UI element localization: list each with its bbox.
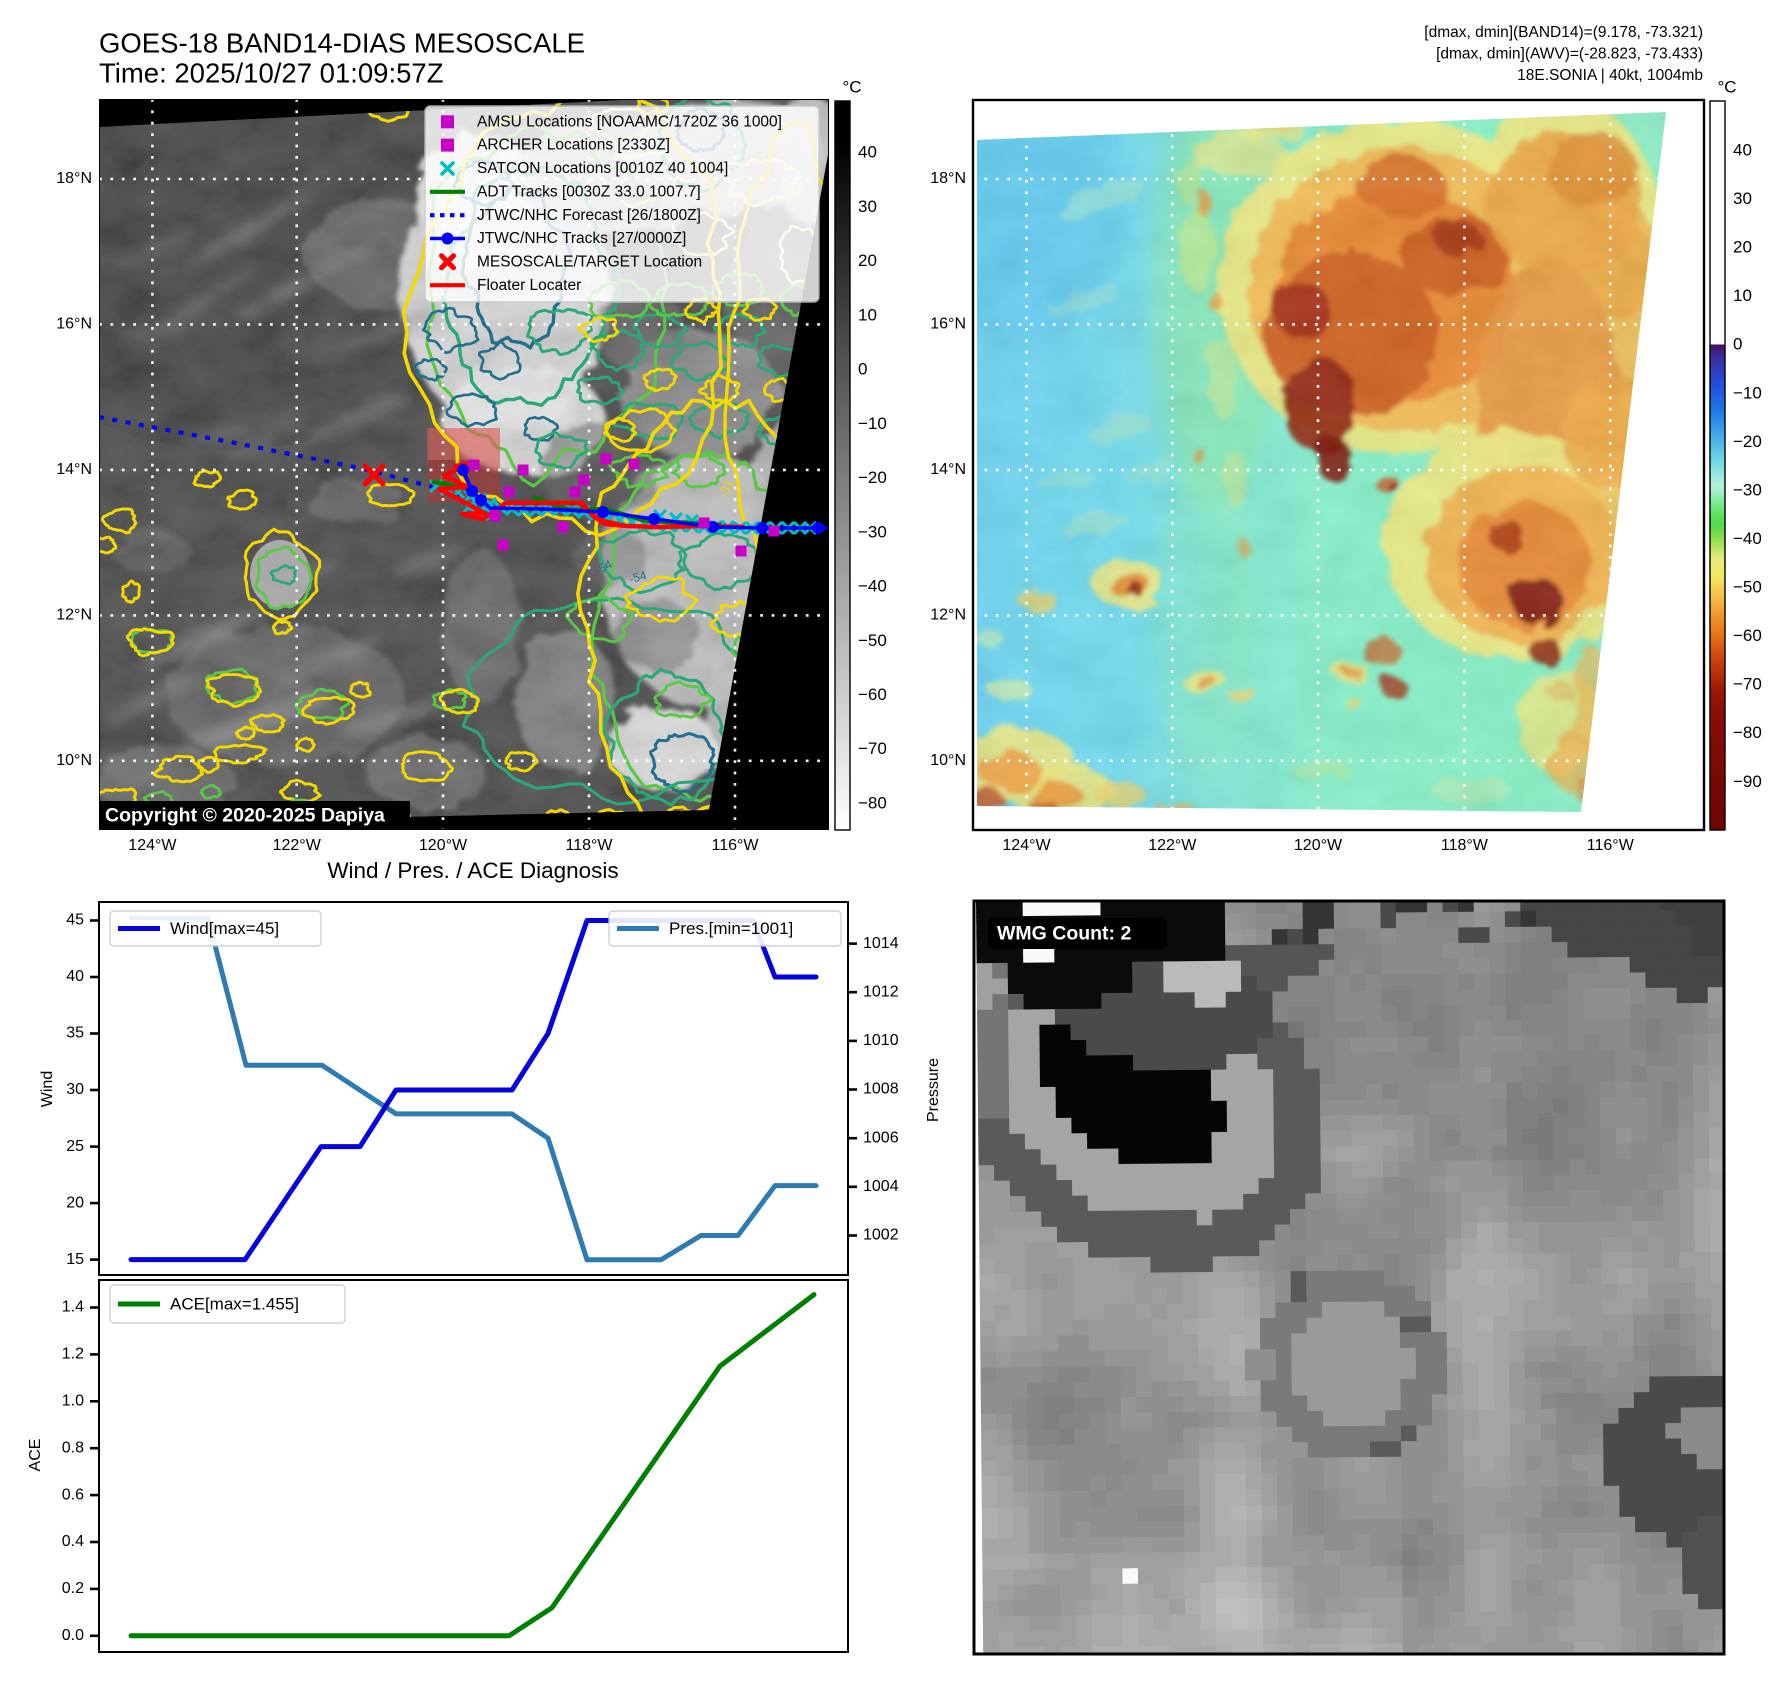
- svg-text:1004: 1004: [863, 1178, 899, 1195]
- svg-text:Pressure: Pressure: [925, 1058, 942, 1122]
- svg-text:−80: −80: [1733, 723, 1762, 742]
- svg-text:1006: 1006: [863, 1129, 899, 1146]
- svg-text:14°N: 14°N: [930, 461, 966, 478]
- svg-text:-31: -31: [715, 477, 737, 500]
- svg-text:Wind: Wind: [39, 1071, 56, 1107]
- svg-text:25: 25: [66, 1138, 84, 1155]
- svg-text:15: 15: [66, 1251, 84, 1268]
- svg-text:40: 40: [66, 968, 84, 985]
- svg-text:116°W: 116°W: [711, 837, 759, 854]
- svg-text:−60: −60: [858, 685, 887, 704]
- svg-text:−20: −20: [858, 468, 887, 487]
- svg-text:0.2: 0.2: [62, 1580, 84, 1597]
- svg-text:Pres.[min=1001]: Pres.[min=1001]: [669, 919, 793, 938]
- svg-text:124°W: 124°W: [1002, 837, 1051, 854]
- svg-text:16°N: 16°N: [56, 316, 92, 333]
- svg-text:Copyright © 2020-2025 Dapiya: Copyright © 2020-2025 Dapiya: [105, 805, 385, 827]
- svg-text:0: 0: [858, 360, 867, 379]
- svg-text:18°N: 18°N: [56, 170, 92, 187]
- svg-text:GOES-18 BAND14-DIAS MESOSCALE: GOES-18 BAND14-DIAS MESOSCALE: [99, 27, 585, 58]
- svg-text:°C: °C: [1717, 77, 1736, 96]
- svg-text:0.8: 0.8: [62, 1439, 84, 1456]
- svg-text:20: 20: [66, 1194, 84, 1211]
- svg-text:−10: −10: [1733, 383, 1762, 402]
- svg-text:0.4: 0.4: [62, 1533, 84, 1550]
- svg-text:35: 35: [66, 1025, 84, 1042]
- svg-text:124°W: 124°W: [128, 837, 177, 854]
- svg-text:ACE[max=1.455]: ACE[max=1.455]: [170, 1294, 299, 1313]
- svg-text:−40: −40: [1733, 529, 1762, 548]
- svg-text:1.4: 1.4: [62, 1299, 84, 1316]
- svg-text:−90: −90: [1733, 772, 1762, 791]
- svg-text:1014: 1014: [863, 935, 899, 952]
- svg-text:Time: 2025/10/27 01:09:57Z: Time: 2025/10/27 01:09:57Z: [99, 57, 444, 88]
- svg-text:10: 10: [858, 305, 877, 324]
- svg-text:1.2: 1.2: [62, 1346, 84, 1363]
- svg-text:−40: −40: [858, 576, 887, 595]
- svg-text:18°N: 18°N: [930, 170, 966, 187]
- svg-text:Wind[max=45]: Wind[max=45]: [170, 919, 279, 938]
- svg-text:−80: −80: [858, 793, 887, 812]
- svg-text:[dmax, dmin](AWV)=(-28.823, -7: [dmax, dmin](AWV)=(-28.823, -73.433): [1436, 46, 1703, 63]
- svg-text:0.6: 0.6: [62, 1486, 84, 1503]
- svg-text:−60: −60: [1733, 626, 1762, 645]
- svg-text:122°W: 122°W: [273, 837, 322, 854]
- svg-text:°C: °C: [842, 77, 861, 96]
- svg-text:Floater Locater: Floater Locater: [477, 277, 581, 294]
- svg-text:ADT Tracks [0030Z 33.0 1007.7]: ADT Tracks [0030Z 33.0 1007.7]: [477, 183, 701, 200]
- svg-text:−70: −70: [1733, 675, 1762, 694]
- svg-text:−20: −20: [1733, 432, 1762, 451]
- svg-text:12°N: 12°N: [56, 607, 92, 624]
- svg-text:AMSU Locations [NOAAMC/1720Z 3: AMSU Locations [NOAAMC/1720Z 36 1000]: [477, 113, 782, 130]
- svg-text:12°N: 12°N: [930, 607, 966, 624]
- svg-text:−30: −30: [858, 522, 887, 541]
- svg-text:−50: −50: [858, 631, 887, 650]
- svg-text:30: 30: [1733, 189, 1752, 208]
- svg-text:118°W: 118°W: [565, 837, 613, 854]
- svg-text:10°N: 10°N: [930, 752, 966, 769]
- svg-text:30: 30: [66, 1081, 84, 1098]
- svg-text:122°W: 122°W: [1148, 837, 1197, 854]
- svg-text:20: 20: [1733, 238, 1752, 257]
- svg-text:1.0: 1.0: [62, 1393, 84, 1410]
- svg-text:JTWC/NHC Tracks [27/0000Z]: JTWC/NHC Tracks [27/0000Z]: [477, 230, 686, 247]
- svg-text:Wind / Pres. / ACE Diagnosis: Wind / Pres. / ACE Diagnosis: [327, 858, 618, 883]
- svg-text:1010: 1010: [863, 1032, 899, 1049]
- svg-text:−10: −10: [858, 414, 887, 433]
- svg-text:40: 40: [858, 143, 877, 162]
- svg-text:−30: −30: [1733, 480, 1762, 499]
- svg-text:ARCHER Locations [2330Z]: ARCHER Locations [2330Z]: [477, 137, 670, 154]
- svg-text:WMG Count: 2: WMG Count: 2: [997, 923, 1131, 945]
- svg-text:0: 0: [1733, 335, 1742, 354]
- svg-text:14°N: 14°N: [56, 461, 92, 478]
- svg-text:1008: 1008: [863, 1081, 899, 1098]
- svg-text:−70: −70: [858, 739, 887, 758]
- svg-text:10°N: 10°N: [56, 752, 92, 769]
- svg-text:MESOSCALE/TARGET Location: MESOSCALE/TARGET Location: [477, 253, 702, 270]
- svg-text:18E.SONIA | 40kt, 1004mb: 18E.SONIA | 40kt, 1004mb: [1517, 67, 1703, 84]
- svg-text:120°W: 120°W: [1294, 837, 1343, 854]
- svg-text:116°W: 116°W: [1587, 837, 1635, 854]
- svg-text:120°W: 120°W: [419, 837, 468, 854]
- svg-text:40: 40: [1733, 140, 1752, 159]
- svg-text:SATCON Locations [0010Z 40 100: SATCON Locations [0010Z 40 1004]: [477, 160, 728, 177]
- svg-text:10: 10: [1733, 286, 1752, 305]
- svg-text:1012: 1012: [863, 983, 899, 1000]
- svg-text:1002: 1002: [863, 1227, 899, 1244]
- svg-text:30: 30: [858, 197, 877, 216]
- svg-text:[dmax, dmin](BAND14)=(9.178, -: [dmax, dmin](BAND14)=(9.178, -73.321): [1424, 24, 1703, 41]
- svg-text:ACE: ACE: [27, 1439, 44, 1472]
- svg-text:20: 20: [858, 251, 877, 270]
- svg-text:0.0: 0.0: [62, 1627, 84, 1644]
- svg-text:16°N: 16°N: [930, 316, 966, 333]
- svg-text:JTWC/NHC Forecast [26/1800Z]: JTWC/NHC Forecast [26/1800Z]: [477, 207, 701, 224]
- svg-text:45: 45: [66, 912, 84, 929]
- svg-text:118°W: 118°W: [1441, 837, 1489, 854]
- svg-text:-54: -54: [628, 568, 649, 586]
- svg-text:−50: −50: [1733, 577, 1762, 596]
